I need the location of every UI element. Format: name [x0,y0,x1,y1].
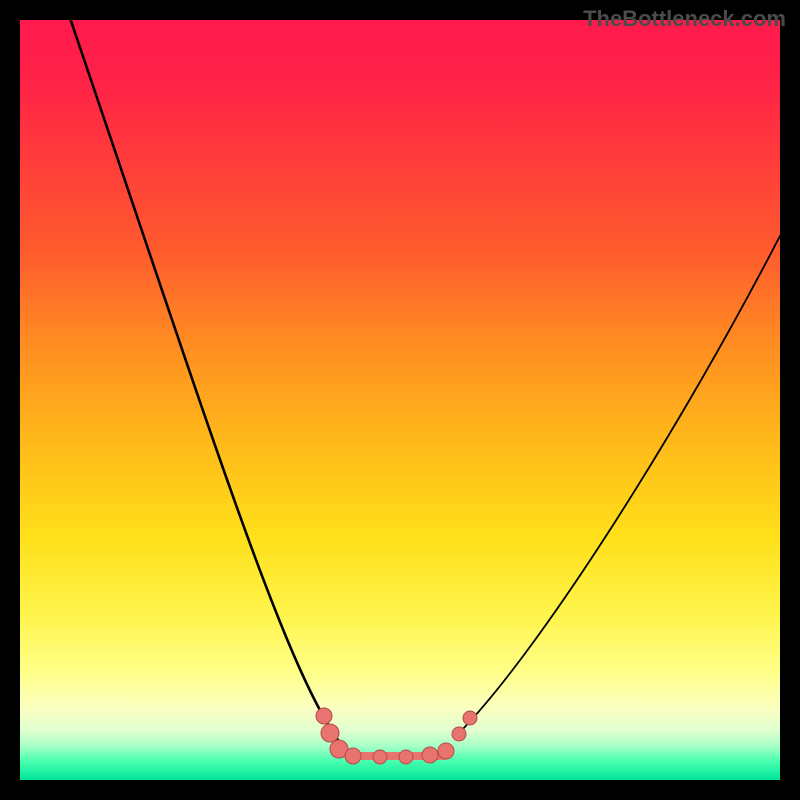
plot-area [20,20,780,780]
trough-marker [316,708,332,724]
trough-marker [452,727,466,741]
trough-marker [463,711,477,725]
watermark-text: TheBottleneck.com [583,6,786,32]
chart-svg [0,0,800,800]
trough-marker [438,743,454,759]
trough-marker [321,724,339,742]
trough-marker [399,750,413,764]
chart-canvas: TheBottleneck.com [0,0,800,800]
trough-marker [422,747,438,763]
trough-marker [345,748,361,764]
trough-marker [373,750,387,764]
